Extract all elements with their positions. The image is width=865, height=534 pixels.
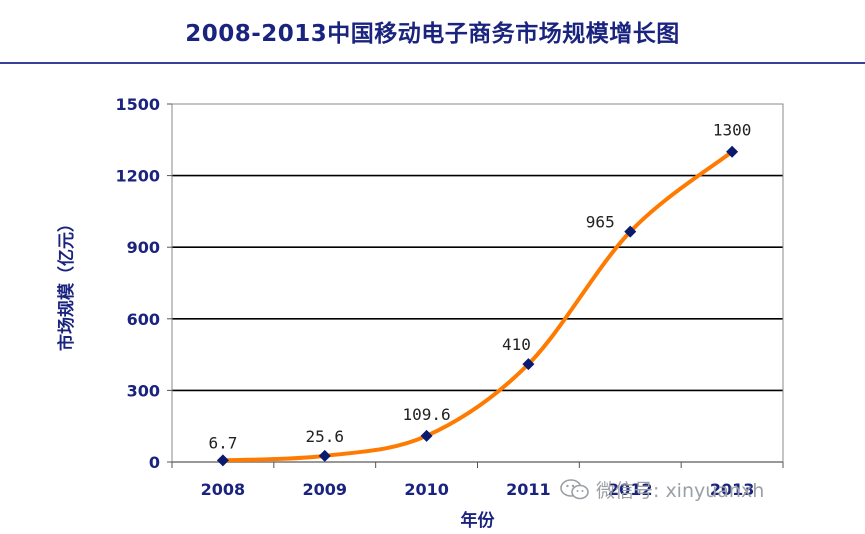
data-point: [318, 449, 331, 462]
x-tick-label: 2012: [608, 480, 653, 499]
data-point: [522, 358, 535, 371]
x-tick-label: 2010: [404, 480, 449, 499]
y-tick-label: 600: [127, 310, 160, 329]
title-divider: [0, 62, 865, 64]
grid-lines: [172, 174, 783, 463]
data-point: [624, 225, 637, 238]
watermark: 微信号: xinyuanxh: [560, 476, 764, 503]
data-point: [420, 429, 433, 442]
watermark-text: 微信号: xinyuanxh: [596, 480, 765, 502]
chart-title: 2008-2013中国移动电子商务市场规模增长图: [185, 21, 680, 47]
y-tick-label: 300: [127, 381, 160, 400]
data-markers: [216, 145, 739, 467]
wechat-icon: [560, 478, 590, 501]
x-tick-label: 2011: [506, 480, 551, 499]
y-axis-label: 市场规模（亿元）: [56, 215, 77, 351]
y-tick-label: 900: [127, 238, 160, 257]
data-label: 965: [586, 213, 615, 232]
data-point: [216, 454, 229, 467]
y-axis-ticks: 0 300 600 900 1200 1500: [115, 95, 172, 472]
data-label: 6.7: [208, 433, 237, 452]
x-axis-label: 年份: [461, 510, 496, 531]
series-line: [222, 150, 734, 463]
x-tick-label: 2013: [710, 480, 755, 499]
data-point: [726, 145, 739, 158]
x-tick-label: 2008: [201, 480, 246, 499]
data-label: 109.6: [402, 405, 450, 424]
data-label: 25.6: [305, 427, 344, 446]
data-label: 1300: [713, 121, 752, 140]
x-axis-ticks: 2008 2009 2010 2011 2012 2013: [171, 462, 784, 499]
data-label: 410: [502, 335, 531, 354]
y-tick-label: 1500: [115, 95, 160, 114]
y-tick-label: 0: [149, 453, 160, 472]
data-labels: 6.7 25.6 109.6 410 965 1300: [208, 121, 751, 453]
x-tick-label: 2009: [302, 480, 347, 499]
y-tick-label: 1200: [115, 167, 160, 186]
